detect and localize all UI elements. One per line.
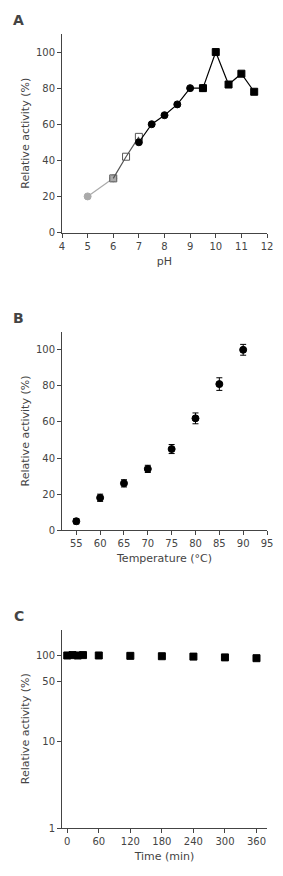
svg-text:Relative activity (%): Relative activity (%) [19, 78, 32, 189]
svg-text:12: 12 [261, 241, 274, 252]
svg-text:Time (min): Time (min) [134, 850, 195, 863]
svg-text:10: 10 [209, 241, 222, 252]
svg-text:100: 100 [36, 344, 55, 355]
svg-text:B: B [13, 310, 24, 326]
svg-text:20: 20 [42, 489, 55, 500]
svg-text:75: 75 [165, 538, 178, 549]
svg-text:120: 120 [121, 836, 140, 847]
svg-text:C: C [14, 608, 24, 624]
svg-text:180: 180 [152, 836, 171, 847]
svg-text:100: 100 [36, 650, 55, 661]
svg-text:A: A [13, 12, 24, 28]
svg-text:360: 360 [247, 836, 266, 847]
svg-text:100: 100 [36, 47, 55, 58]
svg-text:5: 5 [84, 241, 90, 252]
svg-text:10: 10 [42, 736, 55, 747]
svg-text:40: 40 [42, 155, 55, 166]
svg-text:90: 90 [237, 538, 250, 549]
svg-text:pH: pH [157, 255, 172, 268]
svg-text:240: 240 [184, 836, 203, 847]
svg-text:80: 80 [42, 380, 55, 391]
svg-text:50: 50 [42, 676, 55, 687]
svg-text:6: 6 [110, 241, 116, 252]
svg-text:8: 8 [161, 241, 167, 252]
svg-text:95: 95 [261, 538, 274, 549]
svg-text:60: 60 [94, 538, 107, 549]
svg-text:60: 60 [42, 416, 55, 427]
svg-text:65: 65 [118, 538, 131, 549]
svg-text:20: 20 [42, 191, 55, 202]
svg-text:80: 80 [42, 83, 55, 94]
svg-text:40: 40 [42, 453, 55, 464]
svg-text:4: 4 [59, 241, 65, 252]
svg-text:Relative activity (%): Relative activity (%) [19, 673, 32, 784]
svg-text:1: 1 [49, 823, 55, 834]
svg-text:0: 0 [49, 227, 55, 238]
svg-text:300: 300 [215, 836, 234, 847]
svg-text:Relative activity (%): Relative activity (%) [19, 376, 32, 487]
svg-text:11: 11 [235, 241, 248, 252]
svg-text:0: 0 [64, 836, 70, 847]
svg-text:55: 55 [70, 538, 83, 549]
svg-text:Temperature (°C): Temperature (°C) [116, 552, 212, 565]
svg-text:60: 60 [42, 119, 55, 130]
svg-text:0: 0 [49, 525, 55, 536]
svg-text:85: 85 [213, 538, 226, 549]
svg-text:60: 60 [92, 836, 105, 847]
svg-text:70: 70 [141, 538, 154, 549]
svg-text:9: 9 [187, 241, 193, 252]
svg-text:7: 7 [136, 241, 142, 252]
svg-text:80: 80 [189, 538, 202, 549]
